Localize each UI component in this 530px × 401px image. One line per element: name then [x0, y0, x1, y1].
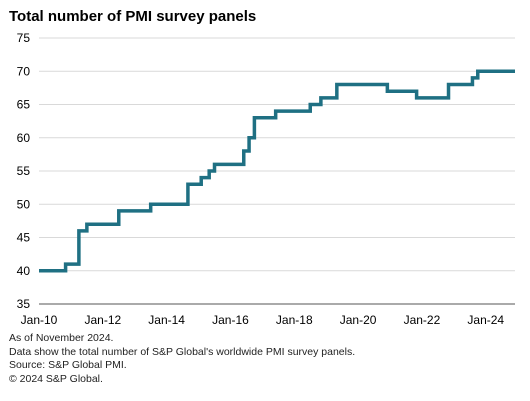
gridlines: [39, 37, 515, 272]
y-tick-label: 55: [17, 164, 31, 178]
y-tick-label: 65: [17, 98, 31, 112]
chart-notes: As of November 2024. Data show the total…: [9, 332, 355, 386]
y-tick-label: 45: [17, 231, 31, 245]
y-tick-label: 75: [17, 31, 31, 45]
x-tick-label: Jan-14: [148, 313, 185, 327]
x-tick-label: Jan-18: [276, 313, 313, 327]
y-tick-label: 50: [17, 197, 31, 211]
y-tick-label: 40: [17, 264, 31, 278]
note-source: Source: S&P Global PMI.: [9, 359, 127, 371]
x-tick-label: Jan-22: [404, 313, 441, 327]
y-tick-label: 35: [17, 297, 31, 311]
x-tick-label: Jan-20: [340, 313, 377, 327]
x-tick-label: Jan-24: [467, 313, 504, 327]
x-axis-ticks: Jan-10 Jan-12 Jan-14 Jan-16 Jan-18 Jan-20 Jan-…: [21, 313, 505, 327]
x-tick-label: Jan-12: [84, 313, 121, 327]
x-tick-label: Jan-10: [21, 313, 58, 327]
x-tick-label: Jan-16: [212, 313, 249, 327]
chart-title: Total number of PMI survey panels: [9, 8, 257, 25]
note-copyright: © 2024 S&P Global.: [9, 372, 103, 385]
note-as-of: As of November 2024.: [9, 332, 114, 344]
series-line: [39, 69, 515, 273]
y-tick-label: 70: [17, 64, 31, 78]
note-description: Data show the total number of S&P Global…: [9, 345, 356, 358]
y-tick-label: 60: [17, 131, 31, 145]
y-axis-ticks: 35 40 45 50 55 60 65 70 75: [17, 31, 31, 311]
